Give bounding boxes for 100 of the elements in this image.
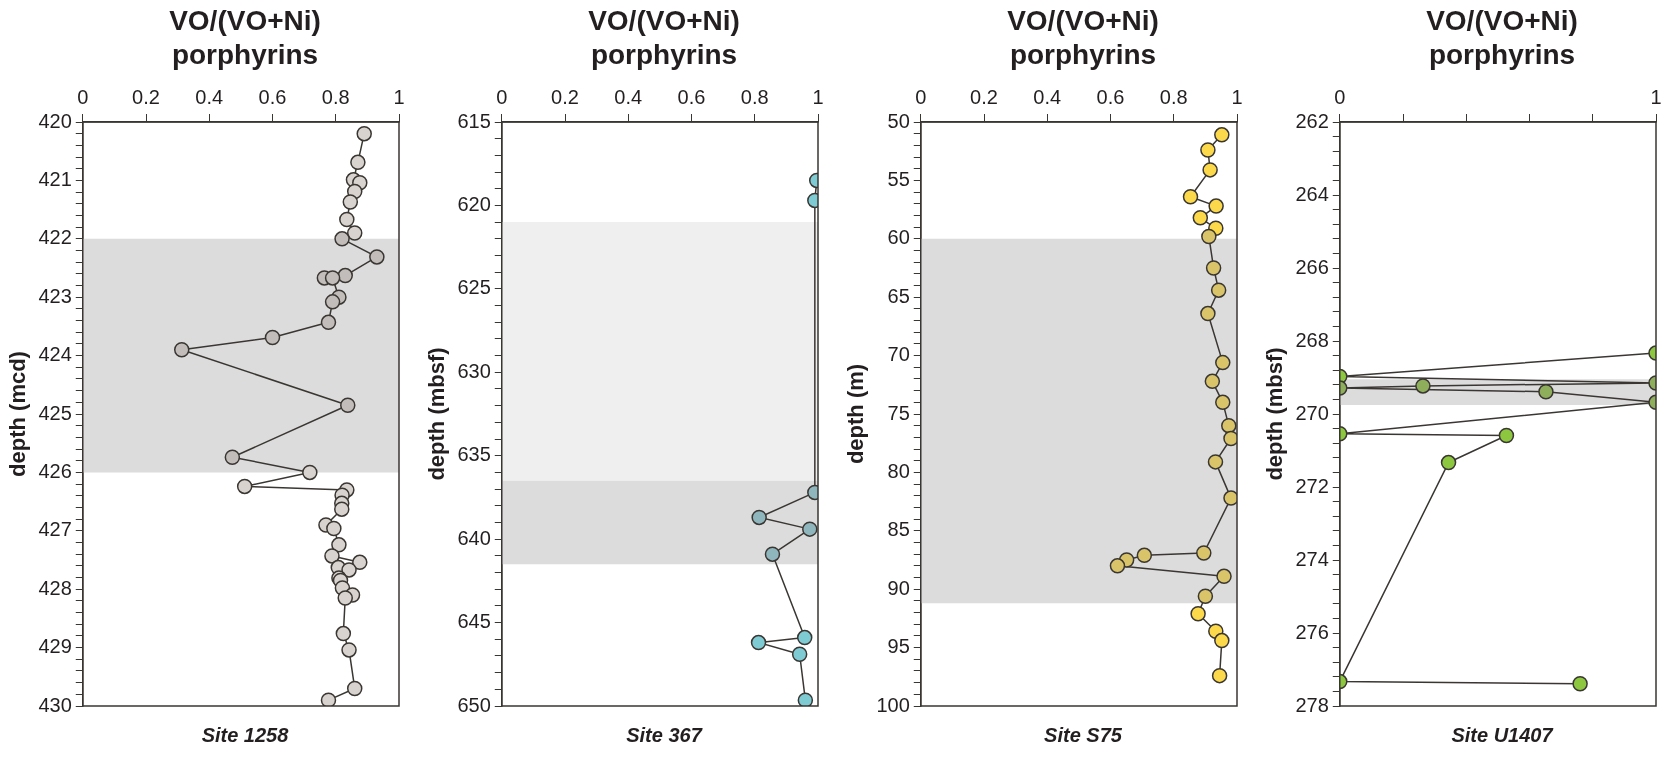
point — [352, 554, 368, 571]
point — [750, 634, 767, 651]
x-tick-label: 1 — [1650, 85, 1662, 108]
y-tick-label: 274 — [1295, 547, 1329, 570]
y-tick-label: 50 — [887, 109, 910, 132]
x-tick-label: 1 — [812, 85, 824, 108]
x-tick-label: 0.8 — [740, 85, 769, 108]
y-tick-label: 620 — [457, 192, 491, 215]
point — [341, 642, 357, 658]
y-tick-label: 640 — [457, 526, 491, 549]
y-tick-label: 268 — [1295, 328, 1329, 351]
y-tick-label: 426 — [38, 459, 72, 482]
point — [341, 562, 357, 578]
point — [1223, 490, 1237, 506]
point — [1202, 162, 1218, 178]
point — [751, 509, 767, 526]
y-axis-title: depth (m) — [843, 363, 869, 465]
x-axis-title: Site 367 — [625, 724, 704, 747]
point — [1223, 430, 1237, 447]
point — [797, 692, 814, 706]
y-tick-label: 278 — [1295, 693, 1329, 716]
point — [1211, 667, 1228, 684]
x-tick-label: 0.6 — [1096, 85, 1125, 108]
y-tick-label: 650 — [457, 693, 491, 716]
y-tick-label: 425 — [38, 401, 72, 424]
point — [1207, 454, 1224, 470]
point — [1109, 558, 1126, 574]
x-axis-title: Site 1258 — [200, 724, 290, 747]
y-tick-label: 100 — [876, 693, 910, 716]
y-tick-label: 90 — [887, 576, 910, 599]
y-tick-label: 615 — [457, 109, 491, 132]
y-tick-label: 95 — [887, 635, 910, 658]
point — [324, 294, 341, 310]
point — [1204, 373, 1221, 390]
y-tick-label: 645 — [457, 610, 491, 633]
point — [337, 267, 353, 284]
point — [1182, 189, 1199, 205]
point — [342, 194, 359, 210]
chart-title: VO/(VO+Ni) porphyrins — [168, 4, 322, 72]
y-tick-label: 55 — [887, 167, 910, 190]
y-axis-title: depth (mbsf) — [424, 347, 450, 481]
x-tick-label: 0.4 — [614, 85, 643, 108]
point — [340, 397, 356, 413]
y-axis-title: depth (mbsf) — [1262, 347, 1288, 481]
y-tick-label: 60 — [887, 226, 910, 249]
y-tick-label: 262 — [1295, 109, 1329, 132]
y-tick-label: 427 — [38, 518, 72, 541]
x-tick-label: 0.8 — [321, 85, 350, 108]
point — [1208, 198, 1224, 214]
point — [1215, 354, 1231, 371]
y-tick-label: 635 — [457, 443, 491, 466]
y-tick-label: 428 — [38, 576, 72, 599]
point — [1200, 142, 1216, 158]
point — [1201, 228, 1217, 245]
point — [1190, 605, 1206, 622]
x-tick-label: 0 — [496, 85, 508, 108]
point — [1214, 632, 1230, 649]
point — [346, 680, 363, 697]
point — [339, 211, 355, 228]
point — [1200, 305, 1216, 322]
y-tick-label: 70 — [887, 343, 910, 366]
x-tick-label: 1 — [393, 85, 405, 108]
point — [1214, 127, 1230, 143]
point — [791, 646, 808, 663]
point — [802, 521, 818, 537]
point — [335, 625, 352, 642]
y-tick-label: 266 — [1295, 255, 1329, 278]
point — [334, 501, 350, 517]
x-axis-title: Site S75 — [1043, 724, 1123, 747]
point — [356, 125, 372, 142]
point — [346, 225, 363, 241]
y-tick-label: 65 — [887, 284, 910, 307]
point — [236, 478, 253, 495]
point — [1216, 568, 1232, 585]
y-tick-label: 80 — [887, 459, 910, 482]
point — [796, 629, 813, 646]
y-tick-label: 421 — [38, 167, 72, 190]
point — [1221, 417, 1237, 434]
point — [302, 464, 318, 481]
y-tick-label: 429 — [38, 635, 72, 658]
x-tick-label: 1 — [1231, 85, 1243, 108]
point — [1196, 545, 1212, 561]
x-tick-label: 0 — [915, 85, 927, 108]
y-tick-label: 264 — [1295, 182, 1329, 205]
y-tick-label: 423 — [38, 284, 72, 307]
y-tick-label: 625 — [457, 276, 491, 299]
x-tick-label: 0 — [1334, 85, 1346, 108]
point — [337, 590, 353, 606]
y-tick-label: 630 — [457, 359, 491, 382]
x-tick-label: 0.8 — [1159, 85, 1188, 108]
y-tick-label: 75 — [887, 401, 910, 424]
x-tick-label: 0.4 — [195, 85, 224, 108]
y-tick-label: 420 — [38, 109, 72, 132]
point — [1136, 547, 1153, 564]
point — [331, 537, 347, 553]
x-tick-label: 0.2 — [970, 85, 998, 108]
point — [1192, 210, 1209, 226]
x-tick-label: 0.4 — [1033, 85, 1062, 108]
y-axis-title: depth (mcd) — [5, 351, 31, 477]
point — [224, 449, 241, 465]
